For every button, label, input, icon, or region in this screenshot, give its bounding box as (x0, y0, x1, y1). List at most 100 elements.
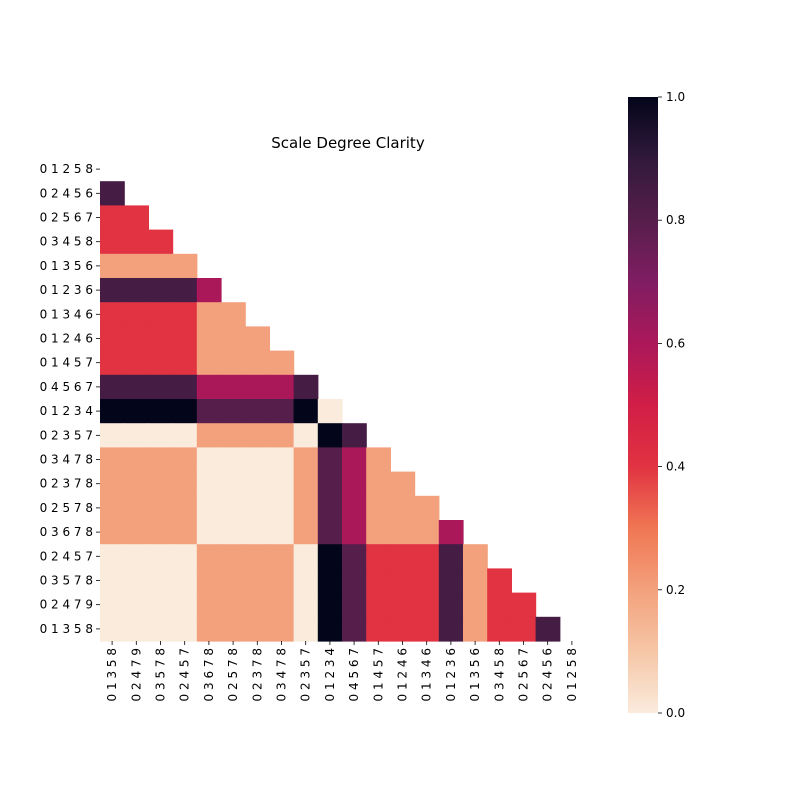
colorbar-tick-label: 1.0 (666, 90, 685, 104)
heatmap-cell (124, 616, 149, 642)
heatmap-cell (438, 520, 464, 545)
x-tick-label: 0 1 3 5 6 (468, 648, 482, 701)
heatmap-cell (124, 205, 149, 231)
heatmap-cell (196, 520, 222, 545)
y-tick-label: 0 2 5 6 7 (40, 211, 93, 225)
heatmap-cell (390, 520, 416, 545)
heatmap-cell (317, 423, 343, 448)
heatmap-cell (317, 520, 343, 545)
y-tick-label: 0 2 3 5 7 (40, 428, 93, 442)
heatmap-cell (100, 616, 125, 642)
heatmap-cell (487, 616, 512, 642)
heatmap-cell (172, 568, 198, 594)
heatmap-cell (245, 326, 270, 352)
heatmap-cell (293, 447, 319, 473)
heatmap-cell (366, 544, 391, 569)
heatmap-cell (390, 471, 416, 497)
heatmap-cell (245, 471, 270, 497)
heatmap-cell (293, 471, 319, 497)
heatmap-cell (390, 544, 416, 569)
heatmap-cell (245, 495, 270, 521)
heatmap-cell (317, 592, 343, 618)
y-tick-label: 0 2 4 5 7 (40, 549, 93, 563)
heatmap-cell (245, 374, 270, 400)
heatmap-cell (148, 616, 174, 642)
heatmap-cell (148, 423, 174, 448)
heatmap-cell (245, 423, 270, 448)
heatmap-cell (390, 616, 416, 642)
heatmap-cell (293, 495, 319, 521)
heatmap-cell (221, 592, 246, 618)
heatmap-cell (172, 471, 198, 497)
heatmap-cell (245, 544, 270, 569)
heatmap-cell (293, 616, 319, 642)
colorbar-tick-label: 0.2 (666, 583, 685, 597)
heatmap-cell (342, 447, 367, 473)
heatmap-cell (124, 447, 149, 473)
heatmap-cell (124, 253, 149, 279)
heatmap-cell (124, 326, 149, 352)
heatmap-cell (100, 447, 125, 473)
heatmap-cell (172, 520, 198, 545)
heatmap-cell (196, 399, 222, 424)
heatmap-cell (124, 399, 149, 424)
heatmap-cell (438, 616, 464, 642)
heatmap-cell (269, 447, 295, 473)
heatmap-cell (317, 399, 343, 424)
x-tick-label: 0 1 3 5 8 (105, 648, 119, 701)
heatmap-cell (124, 592, 149, 618)
heatmap-cell (172, 374, 198, 400)
heatmap-cell (366, 447, 391, 473)
heatmap-cell (293, 544, 319, 569)
heatmap-cell (148, 278, 174, 303)
heatmap-cell (100, 350, 125, 376)
heatmap-cell (342, 520, 367, 545)
heatmap-cell (293, 592, 319, 618)
heatmap-cell (317, 616, 343, 642)
heatmap-cell (269, 350, 295, 376)
heatmap-cell (196, 374, 222, 400)
x-tick-label: 0 1 3 4 6 (420, 648, 434, 701)
heatmap-cell (366, 471, 391, 497)
x-tick-label: 0 3 4 7 8 (275, 648, 289, 701)
heatmap-cell (438, 544, 464, 569)
heatmap-cell (293, 423, 319, 448)
heatmap-cell (293, 374, 319, 400)
heatmap-cell (100, 423, 125, 448)
heatmap-cell (293, 520, 319, 545)
heatmap-cell (100, 229, 125, 255)
heatmap-cell (317, 495, 343, 521)
heatmap-cell (342, 568, 367, 594)
heatmap-cell (172, 616, 198, 642)
x-tick-label: 0 2 5 6 7 (517, 648, 531, 701)
heatmap-cell (172, 350, 198, 376)
chart-title: Scale Degree Clarity (271, 134, 425, 152)
heatmap-cell (100, 374, 125, 400)
heatmap-cell (196, 278, 222, 303)
heatmap-cell (124, 568, 149, 594)
heatmap-cell (245, 350, 270, 376)
heatmap-cell (511, 616, 537, 642)
heatmap-cell (172, 544, 198, 569)
heatmap-cell (221, 423, 246, 448)
heatmap-cell (196, 592, 222, 618)
heatmap-cell (414, 495, 440, 521)
heatmap-cell (245, 592, 270, 618)
heatmap-cell (100, 278, 125, 303)
heatmap-cell (221, 326, 246, 352)
heatmap-cell (124, 544, 149, 569)
y-axis: 0 1 2 5 8 0 2 4 5 6 0 2 5 6 7 0 3 4 5 8 0 1 … (40, 162, 100, 636)
heatmap-cell (463, 616, 488, 642)
heatmap-cell (148, 447, 174, 473)
heatmap-cell (100, 495, 125, 521)
y-tick-label: 0 3 4 5 8 (40, 235, 93, 249)
heatmap-cell (317, 447, 343, 473)
heatmap-cell (390, 495, 416, 521)
heatmap-cell (196, 544, 222, 569)
heatmap-cell (221, 447, 246, 473)
heatmap-cell (148, 544, 174, 569)
y-tick-label: 0 3 5 7 8 (40, 574, 93, 588)
heatmap-cell (148, 471, 174, 497)
x-tick-label: 0 2 5 7 8 (226, 648, 240, 701)
colorbar-tick-label: 0.8 (666, 213, 685, 227)
